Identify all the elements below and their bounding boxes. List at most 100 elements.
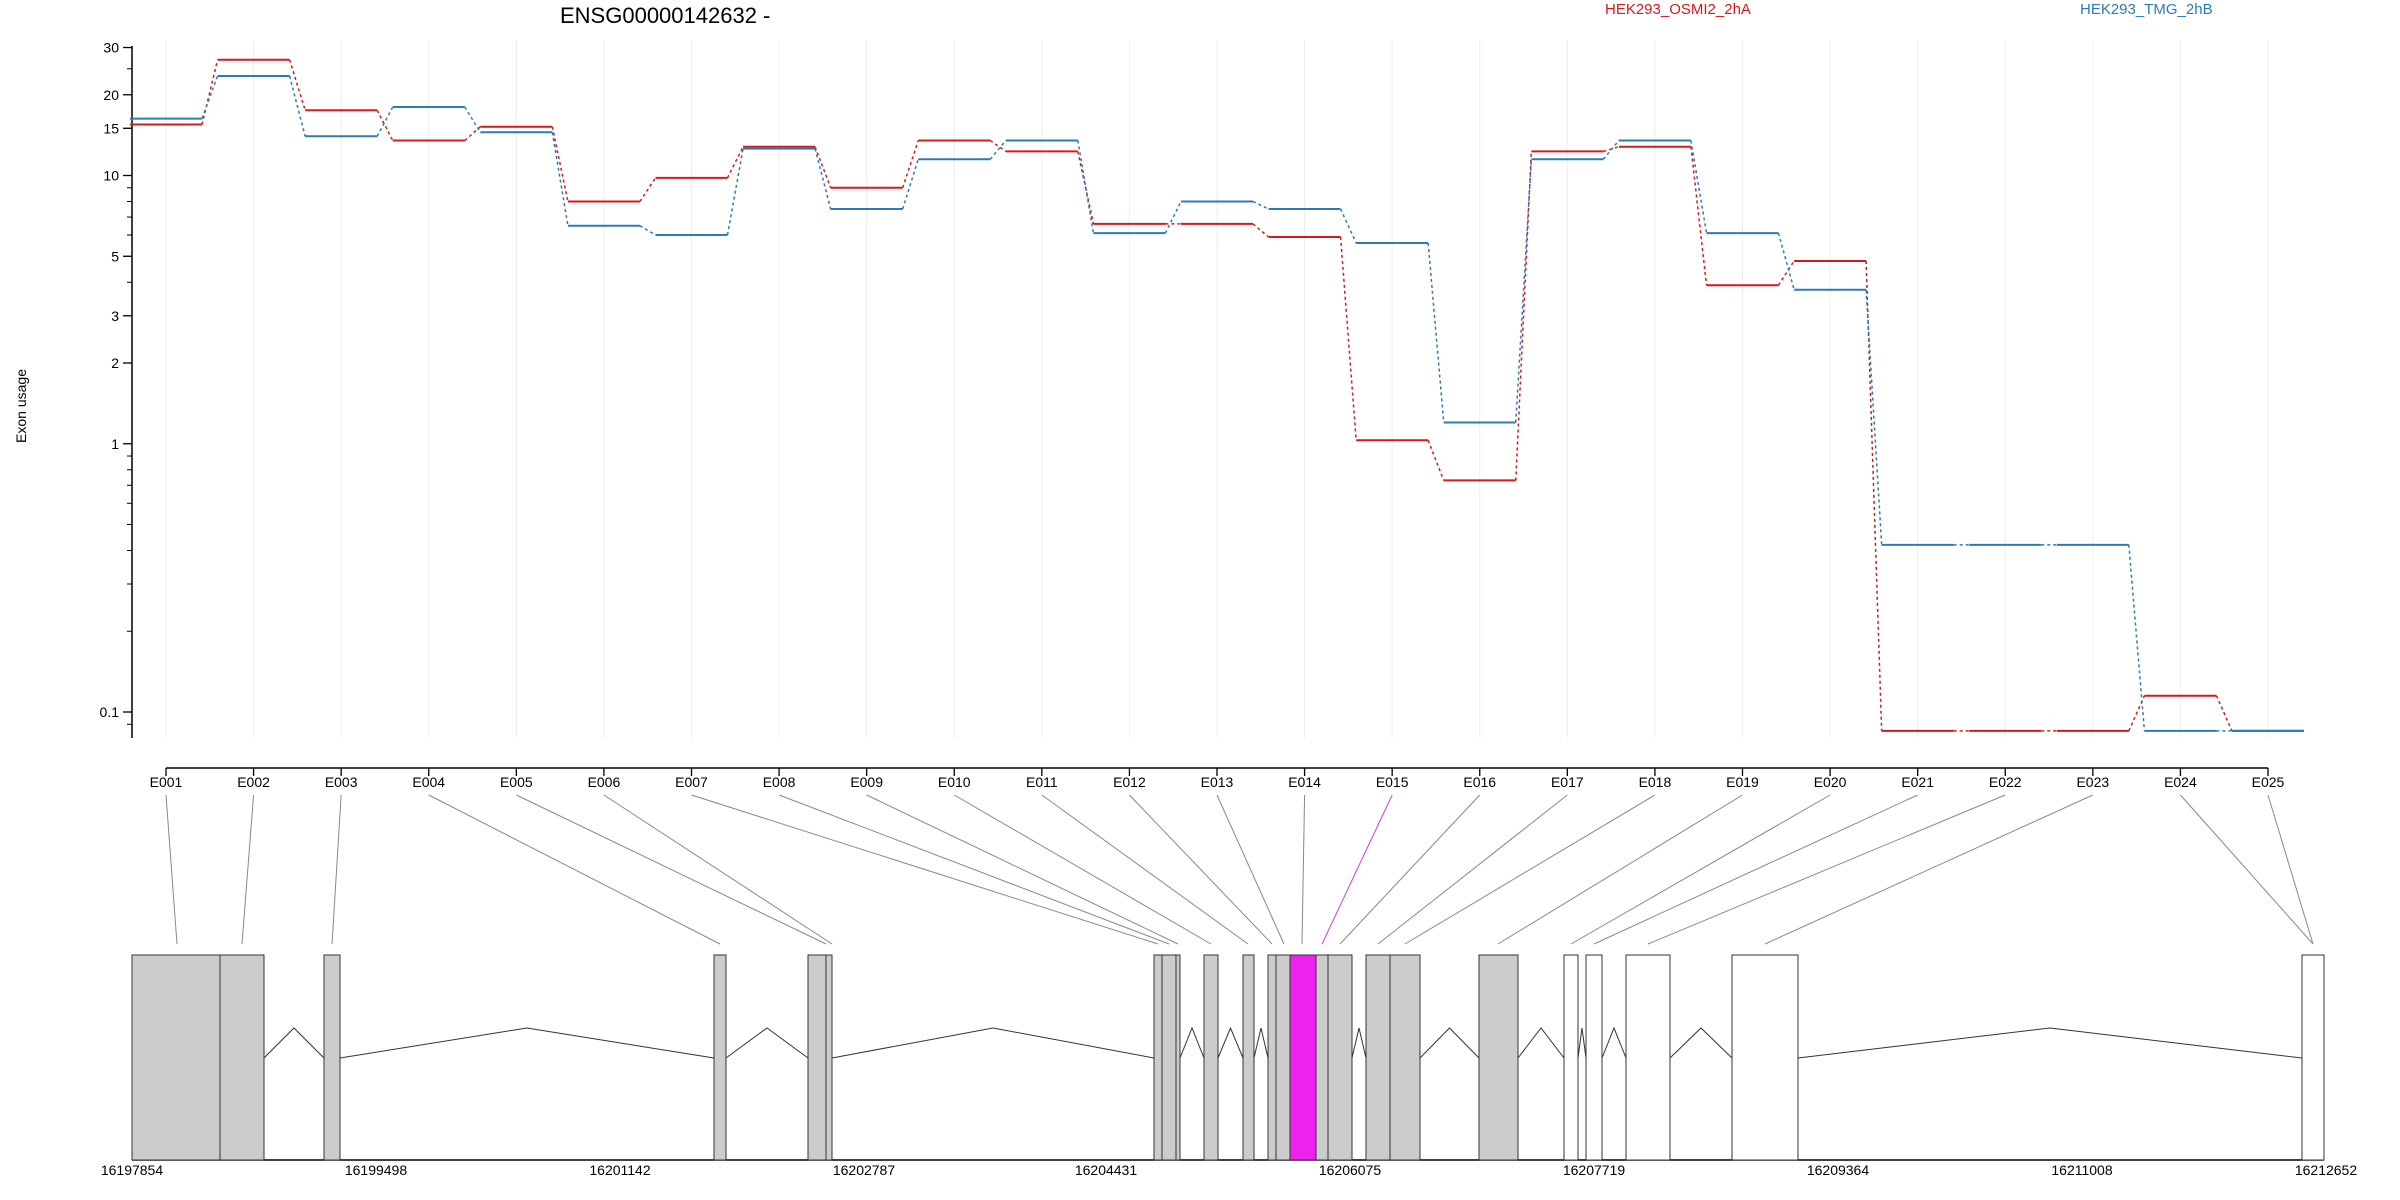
- exon-connector: [1593, 794, 1918, 945]
- data-connector: [1252, 223, 1270, 238]
- exon-connector: [691, 794, 1159, 945]
- exon-box: [1161, 954, 1177, 1161]
- x-tick-label: E018: [1639, 774, 1672, 790]
- exon-connector: [1570, 794, 1831, 945]
- exon-box: [2301, 954, 2325, 1161]
- intron-line: [1351, 1027, 1367, 1059]
- data-connector: [814, 148, 832, 210]
- exon-connector: [1404, 794, 1656, 945]
- data-connector: [1865, 289, 1883, 545]
- exon-connector: [603, 794, 833, 945]
- y-tick-label: 20: [103, 87, 119, 103]
- data-connector: [1427, 242, 1445, 423]
- x-tick-label: E020: [1814, 774, 1847, 790]
- exon-box: [1327, 954, 1353, 1161]
- genomic-coordinate-label: 16206075: [1319, 1162, 1382, 1178]
- x-tick-label: E005: [500, 774, 533, 790]
- data-connector: [989, 140, 1007, 160]
- exon-connector: [1377, 794, 1568, 945]
- x-tick-label: E016: [1463, 774, 1496, 790]
- data-connector: [288, 75, 306, 137]
- x-tick-label: E025: [2252, 774, 2285, 790]
- exon-connector: [1321, 794, 1393, 945]
- x-tick-label: E011: [1026, 774, 1058, 790]
- genomic-coordinate-label: 16197854: [101, 1162, 164, 1178]
- exon-connector: [1339, 794, 1481, 945]
- data-connector: [1777, 260, 1795, 286]
- data-connector: [1602, 140, 1620, 160]
- exon-connector: [1041, 794, 1249, 945]
- exon-connector: [1216, 794, 1285, 945]
- exon-box: [1731, 954, 1799, 1161]
- x-tick-label: E010: [938, 774, 971, 790]
- data-connector: [2128, 544, 2146, 731]
- data-connector: [201, 59, 219, 125]
- exon-box: [131, 954, 221, 1161]
- y-tick-label: 10: [103, 168, 119, 184]
- y-tick-label: 0.1: [100, 704, 120, 720]
- data-connector: [901, 140, 919, 189]
- intron-line: [1517, 1027, 1565, 1059]
- exon-connector: [953, 794, 1212, 945]
- legend-entry-tmg: HEK293_TMG_2hB: [2080, 1, 2213, 18]
- x-tick-label: E006: [588, 774, 621, 790]
- exon-connector: [1301, 794, 1306, 945]
- genomic-coordinate-label: 16199498: [345, 1162, 408, 1178]
- intron-line: [1253, 1027, 1269, 1059]
- x-tick-label: E008: [763, 774, 796, 790]
- data-connector: [639, 225, 656, 236]
- genomic-coordinate-label: 16207719: [1563, 1162, 1626, 1178]
- exon-connector: [165, 794, 178, 945]
- exon-connector: [1764, 794, 2094, 945]
- y-tick-label: 1: [111, 436, 119, 452]
- data-connector: [1690, 140, 1708, 234]
- x-tick-label: E012: [1113, 774, 1146, 790]
- data-connector: [901, 158, 919, 210]
- exon-connector: [428, 794, 721, 945]
- exon-connector: [778, 794, 1170, 945]
- legend-entry-osmi2: HEK293_OSMI2_2hA: [1605, 1, 1751, 18]
- genomic-coordinate-label: 16209364: [1807, 1162, 1870, 1178]
- intron-line: [1179, 1026, 1205, 1059]
- y-axis: 0.1 1 2 3 5 10 15 20 30: [100, 40, 133, 738]
- intron-line: [1601, 1026, 1627, 1059]
- exon-connector: [2180, 794, 2314, 945]
- y-tick-label: 2: [111, 355, 119, 371]
- exon-box: [1315, 954, 1329, 1161]
- exon-box: [323, 954, 341, 1161]
- x-tick-label: E019: [1726, 774, 1759, 790]
- x-tick-label: E007: [675, 774, 708, 790]
- exon-box: [1625, 954, 1671, 1161]
- exon-box: [1242, 954, 1255, 1161]
- exon-box: [1275, 954, 1291, 1161]
- data-connector: [1252, 200, 1269, 210]
- genomic-coordinate-label: 16202787: [833, 1162, 896, 1178]
- data-connector: [1077, 151, 1095, 225]
- data-connector: [2215, 695, 2233, 732]
- x-tick-label: E014: [1288, 774, 1321, 790]
- exon-connector: [1497, 794, 1743, 945]
- intron-line: [831, 1027, 1155, 1059]
- data-connector: [1690, 146, 1708, 286]
- exon-connector: [1647, 794, 2006, 945]
- y-tick-label: 5: [111, 248, 119, 264]
- data-connector: [288, 59, 306, 111]
- data-connector: [464, 106, 481, 133]
- exon-box: [825, 954, 833, 1161]
- x-tick-label: E023: [2076, 774, 2109, 790]
- data-connector: [726, 148, 744, 236]
- intron-line: [1669, 1027, 1733, 1059]
- exon-box: [1175, 954, 1181, 1161]
- data-connector: [1515, 151, 1533, 481]
- data-connector: [551, 126, 569, 202]
- data-connector: [201, 75, 219, 119]
- exon-box: [1203, 954, 1219, 1161]
- x-axis: E001 E002 E003 E004 E005 E006 E007 E008 E009 E010…: [150, 767, 2285, 790]
- exon-box: [1365, 954, 1391, 1161]
- vertical-grid: [165, 40, 2269, 738]
- data-connector: [551, 132, 569, 226]
- x-tick-label: E021: [1901, 774, 1934, 790]
- x-tick-label: E013: [1201, 774, 1234, 790]
- data-connector: [1339, 208, 1357, 244]
- data-connector: [376, 106, 394, 137]
